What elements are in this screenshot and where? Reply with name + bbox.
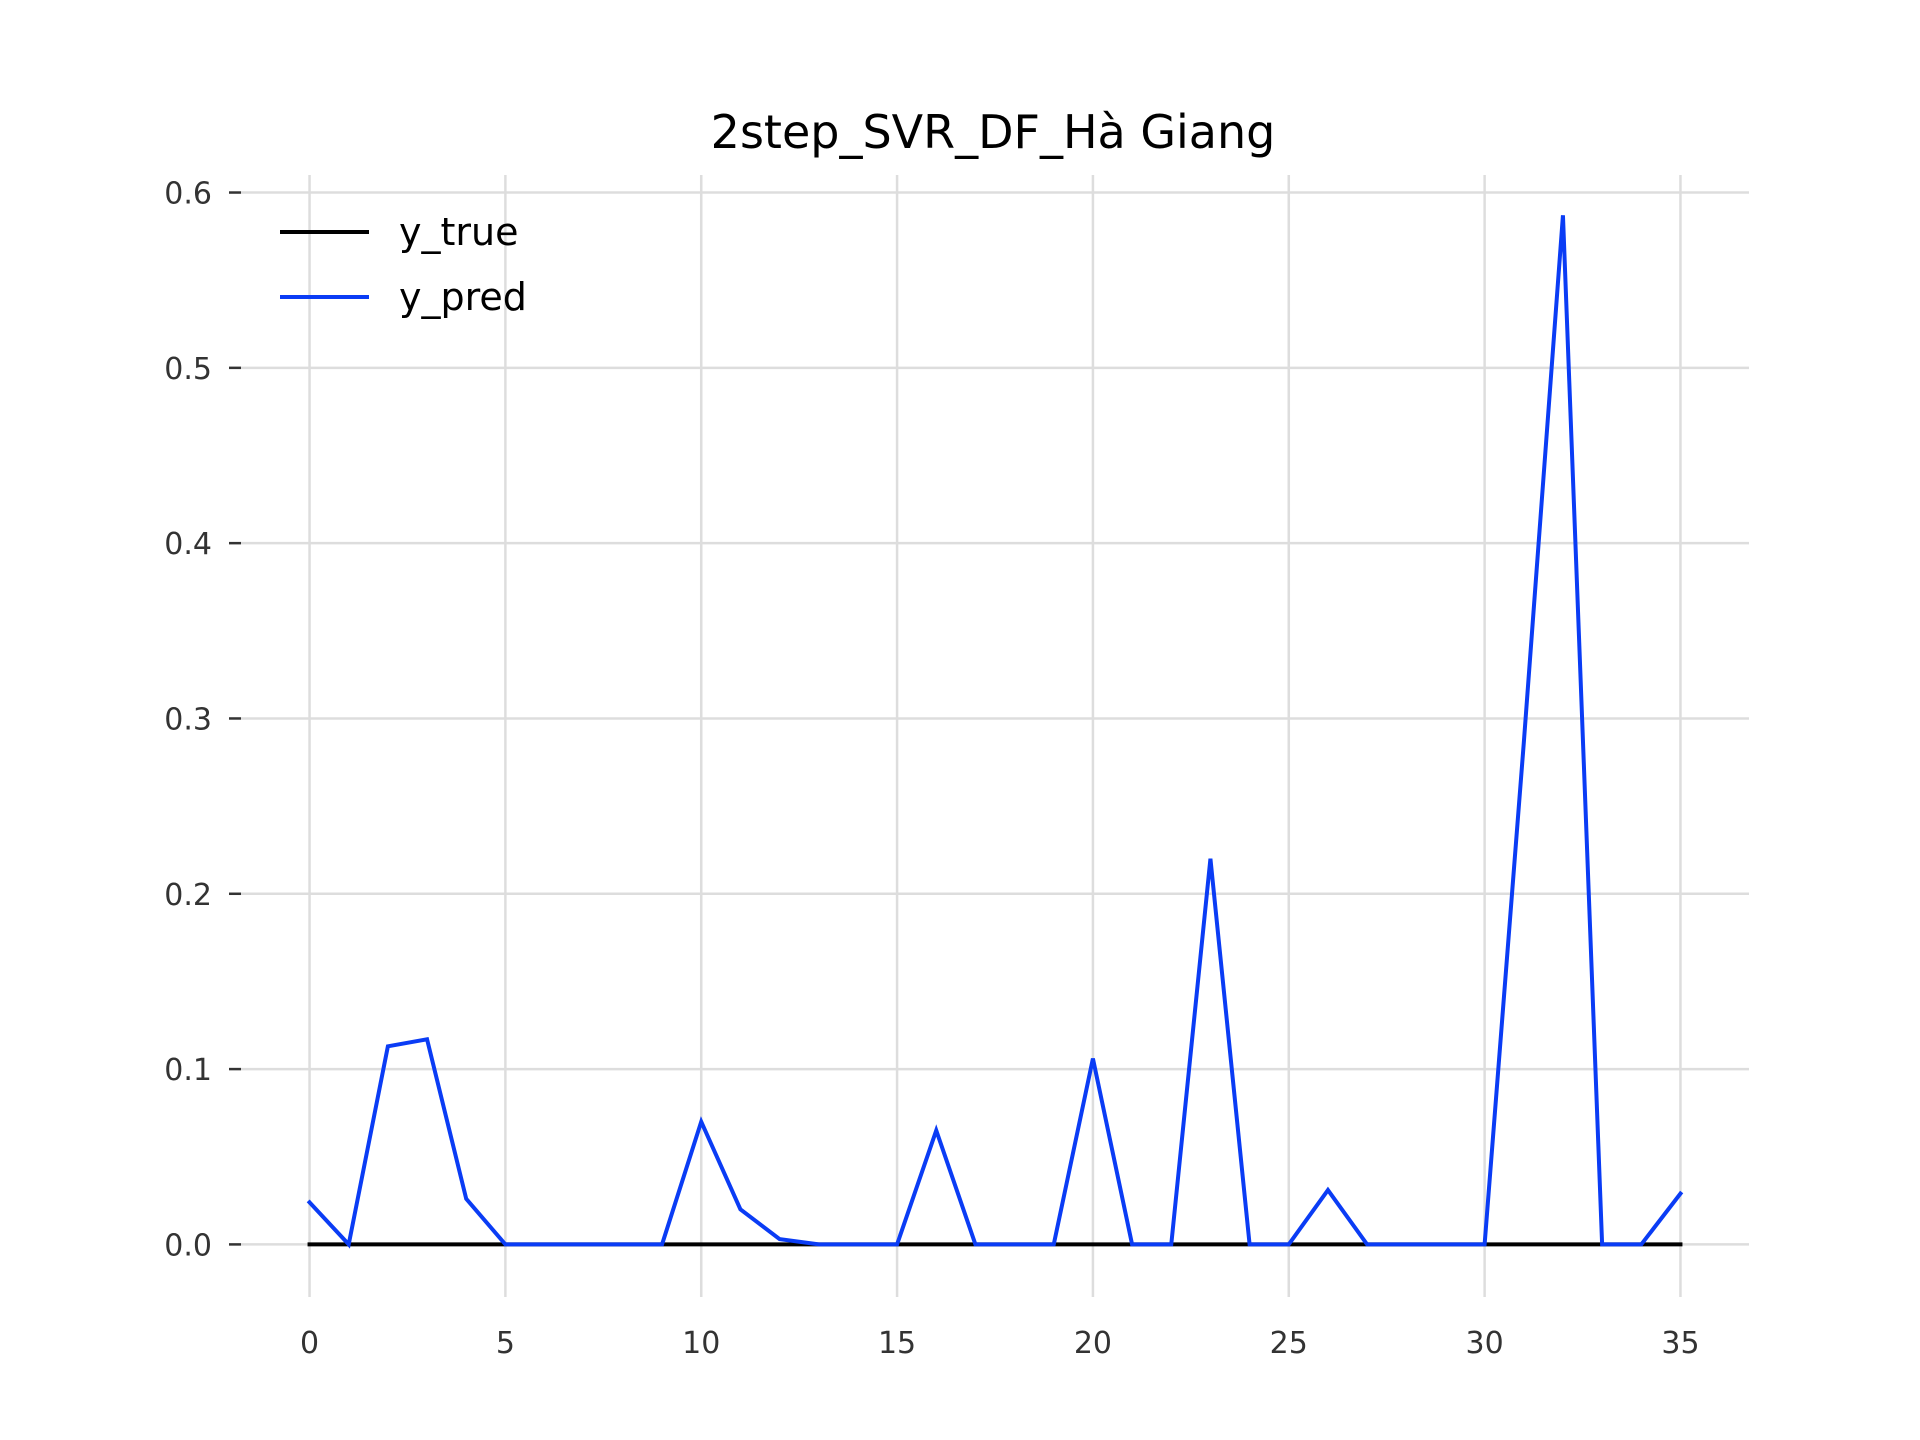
y-tick-label: 0.5 [164, 352, 212, 387]
x-tick-label: 30 [1466, 1326, 1504, 1361]
y-tick-label: 0.6 [164, 177, 212, 212]
axis-ticks: 0 5 10 15 20 25 30 35 0.0 0.1 0.2 0.3 0.4 0.5 0.6 [164, 177, 1699, 1361]
legend-label: y_pred [399, 275, 527, 319]
x-tick-label: 15 [878, 1326, 916, 1361]
chart-title: 2step_SVR_DF_Hà Giang [711, 105, 1276, 159]
y-tick-label: 0.0 [164, 1228, 212, 1263]
legend-label: y_true [399, 210, 518, 254]
y-tick-label: 0.1 [164, 1053, 212, 1088]
x-tick-label: 0 [300, 1326, 319, 1361]
series-lines [306, 215, 1684, 1249]
y-tick-label: 0.4 [164, 527, 212, 562]
y-tick-label: 0.3 [164, 702, 212, 737]
legend: y_true y_pred [280, 210, 527, 319]
x-tick-label: 20 [1074, 1326, 1112, 1361]
x-tick-label: 25 [1270, 1326, 1308, 1361]
x-tick-label: 35 [1661, 1326, 1699, 1361]
y-tick-label: 0.2 [164, 878, 212, 913]
grid-lines [241, 175, 1749, 1297]
legend-item: y_true [280, 210, 518, 254]
x-tick-label: 5 [496, 1326, 515, 1361]
legend-item: y_pred [280, 275, 527, 319]
x-tick-label: 10 [682, 1326, 720, 1361]
series-line-y-pred [306, 215, 1684, 1249]
